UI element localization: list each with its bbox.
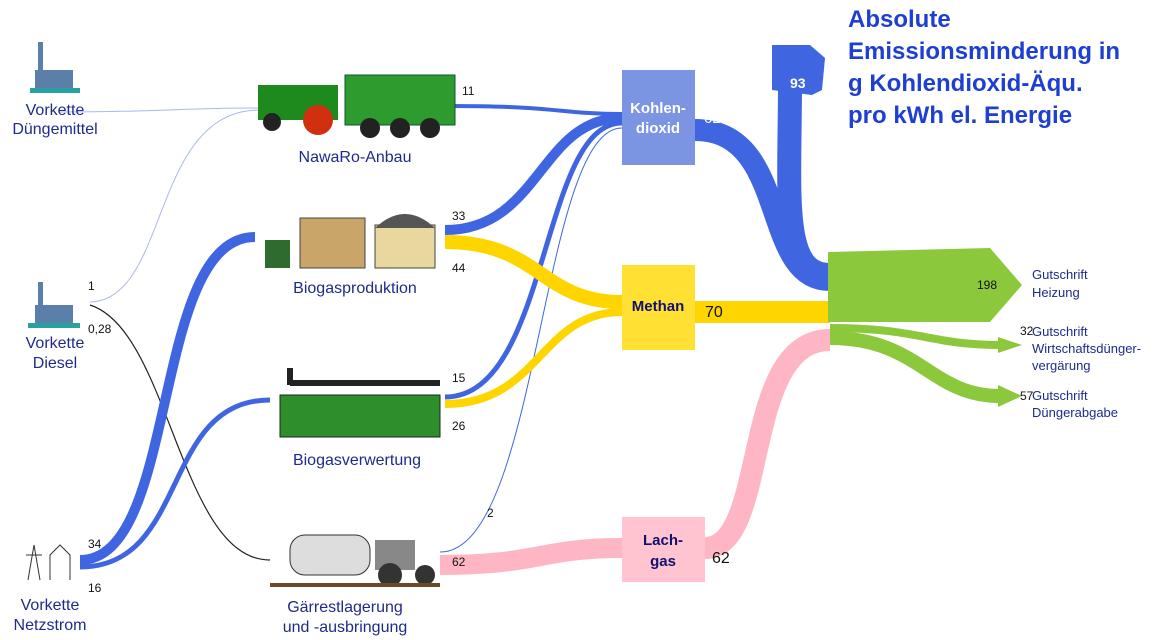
credit-arrow [828,248,1022,322]
label-line: Vorkette [26,102,85,119]
label-line: Kohlen- [630,100,686,117]
label-line: Lach- [643,532,683,549]
credit-flow [829,331,1001,403]
label-line: Heizung [1032,285,1080,300]
spreader-icon [270,534,440,587]
flow-value: 11 [462,84,475,98]
flow-diesel-nawaro [89,109,261,303]
label-line: Netzstrom [14,617,87,634]
title-line: g Kohlendioxid-Äqu. [848,70,1083,97]
credit-label: Gutschrift Heizung [1032,267,1088,300]
credit-value: 57 [1020,389,1034,403]
label-line: Düngemittel [12,121,97,138]
gas-label: Kohlen-dioxid [630,100,686,137]
flow-netz-biogas [79,232,256,565]
title: Absolute Emissionsminderung in g Kohlend… [848,6,1127,129]
process-label: NawaRo-Anbau [299,149,412,166]
flow-co2 [444,120,623,400]
flow-n2o-out [703,329,832,559]
source-label: Vorkette Diesel [26,335,85,372]
reduction-value: 93 [790,75,806,91]
gas-label: Lach-gas [643,532,683,570]
process-label: Gärrestlagerung und -ausbringung [283,599,408,636]
flow-netz-verwertung [79,397,271,570]
gas-value: 62 [704,110,721,127]
process-label: Biogasproduktion [293,280,417,297]
label-line: Gutschrift [1032,267,1088,282]
flow-value: 1 [88,279,95,293]
label-line: dioxid [636,120,680,137]
credit-value: 32 [1020,324,1034,338]
flow-value: 16 [88,581,102,595]
gas-value: 62 [712,550,730,567]
gas-value: 70 [705,304,723,321]
credit-value: 198 [977,278,997,292]
flow-value: 15 [452,371,466,385]
label-line: Gärrestlagerung [287,599,403,616]
credit-arrow [998,337,1022,353]
process-label: Biogasverwertung [293,452,421,469]
flow-value: 2 [487,506,494,520]
chp-icon [279,368,441,438]
source-label: Vorkette Netzstrom [14,597,87,634]
label-line: vergärung [1032,358,1091,373]
label-line: Vorkette [26,335,85,352]
credit-arrow [998,385,1022,407]
flow-ch4 [444,308,623,408]
gas-box [622,517,705,582]
flow-ch4 [444,235,623,309]
flow-co2 [439,127,623,553]
label-line: Düngerabgabe [1032,405,1118,420]
credit-flow [829,324,1001,349]
biogas-icon [265,214,436,269]
flow-value: 26 [452,419,466,433]
factory-icon [28,42,80,328]
flow-co2 [444,113,623,235]
gas-box [622,265,695,350]
reduction-arrow [772,45,825,95]
flow-value: 62 [452,555,466,569]
credit-label: Gutschrift Düngerabgabe [1032,388,1118,420]
flow-diesel-gaerrest [89,304,271,561]
tractor-icon [258,74,456,138]
gas-label: Methan [632,298,685,315]
flow-co2 [449,104,623,116]
flow-value: 33 [452,209,466,223]
label-line: Vorkette [21,597,80,614]
label-line: Wirtschaftsdünger- [1032,341,1141,356]
label-line: gas [650,553,676,570]
flow-n2o [439,538,623,575]
gas-box [622,70,695,165]
title-line: pro kWh el. Energie [848,102,1072,129]
flow-value: 34 [88,537,102,551]
flow-value: 44 [452,261,466,275]
power-icon [26,544,71,581]
flow-value: 0,28 [88,322,112,336]
title-line: Absolute [848,6,951,33]
flow-duengemittel [59,107,261,113]
credit-label: Gutschrift Wirtschaftsdünger-vergärung [1032,324,1141,373]
label-line: Gutschrift [1032,388,1088,403]
label-line: Diesel [33,355,77,372]
label-line: Gutschrift [1032,324,1088,339]
flow-reduction [777,79,832,287]
source-label: Vorkette Düngemittel [12,102,97,138]
title-line: Emissionsminderung in [848,38,1120,65]
label-line: und -ausbringung [283,619,408,636]
